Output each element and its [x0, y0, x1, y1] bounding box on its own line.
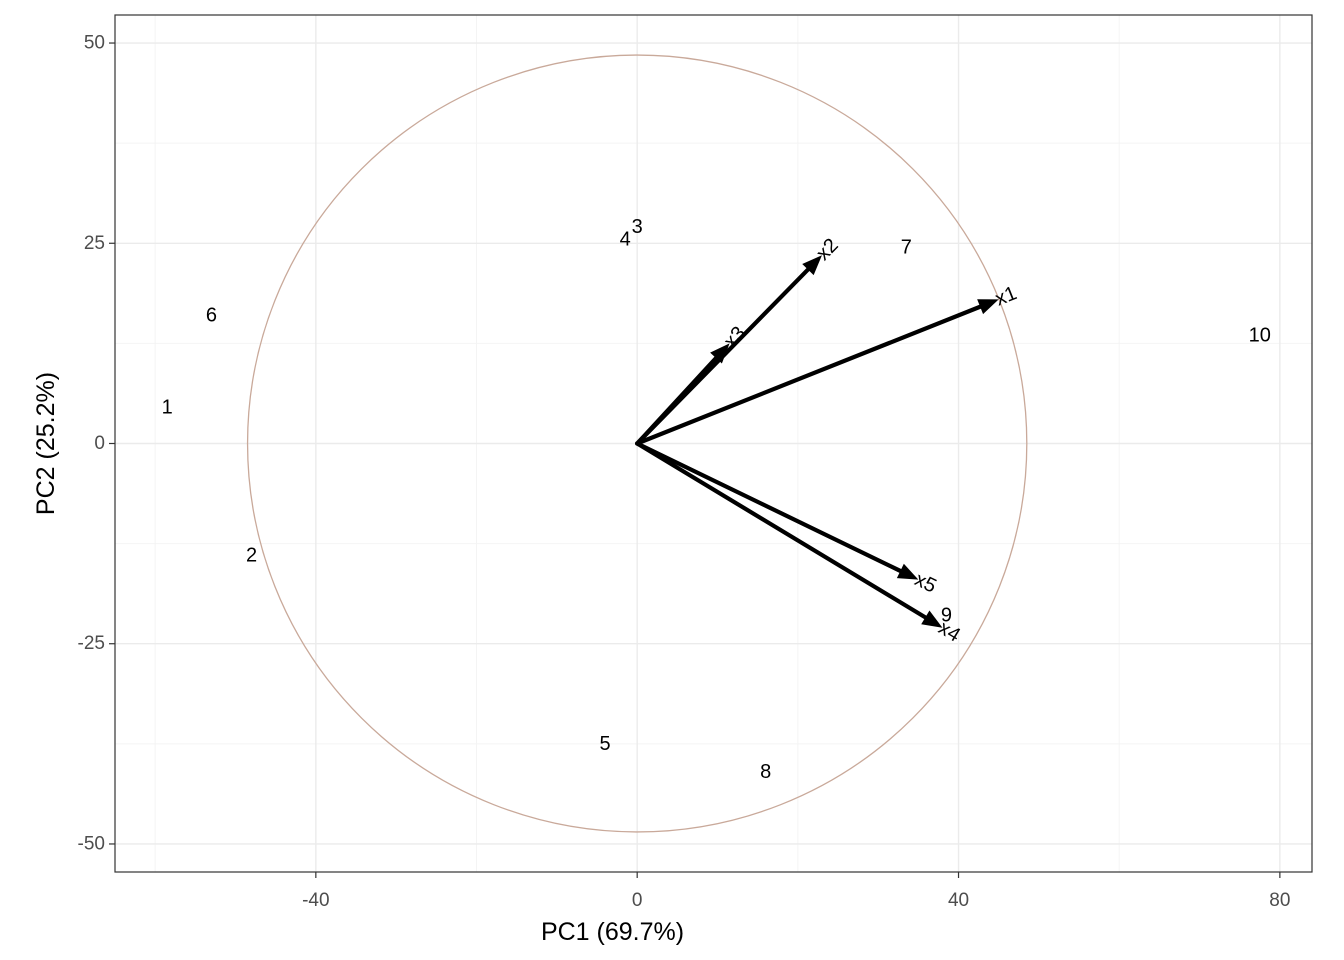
y-axis-ticks: -50 -25 0 25 50: [78, 33, 115, 854]
y-tick-label: -25: [78, 633, 105, 654]
observation-label: 3: [632, 216, 643, 238]
y-tick-label: 50: [84, 33, 105, 54]
y-axis-title: PC2 (25.2%): [32, 372, 60, 515]
x-tick-label: 0: [632, 890, 643, 911]
observation-label: 2: [246, 545, 257, 567]
y-tick-label: 0: [94, 433, 105, 454]
loading-arrowhead-x4: [921, 610, 943, 628]
x-axis-ticks: -40 0 40 80: [302, 872, 1290, 911]
loading-arrow-x5: [635, 441, 903, 574]
loading-label-x1: x1: [992, 282, 1020, 310]
observation-label: 6: [206, 304, 217, 326]
x-tick-label: -40: [302, 890, 329, 911]
loading-arrowhead-x5: [896, 563, 919, 580]
correlation-circle-layer: [246, 54, 1028, 833]
observation-label: 9: [941, 605, 952, 627]
x-axis-title: PC1 (69.7%): [541, 918, 684, 946]
observation-label: 7: [901, 236, 912, 258]
loading-arrowhead-x2: [802, 255, 822, 276]
loading-arrow-x1: [635, 304, 983, 446]
loading-label-x5: x5: [911, 569, 940, 598]
loading-arrow-x4: [635, 441, 928, 620]
observation-labels-layer: 1 2 34 5 6 7 8 9 10: [162, 216, 1271, 783]
x-tick-label: 40: [948, 890, 969, 911]
x-tick-label: 80: [1269, 890, 1290, 911]
major-gridlines: [115, 15, 1312, 872]
y-tick-label: 25: [84, 233, 105, 254]
observation-label: 8: [760, 761, 771, 783]
y-tick-label: -50: [78, 833, 105, 854]
observation-label: 1: [162, 396, 173, 418]
loading-arrowhead-x3: [710, 343, 730, 364]
observation-label: 5: [599, 733, 610, 755]
observation-label: 4: [620, 228, 631, 250]
minor-gridlines: [115, 15, 1312, 872]
correlation-circle: [246, 54, 1028, 833]
loading-arrow-x3: [635, 355, 719, 446]
loading-arrowhead-x1: [977, 299, 999, 315]
observation-label: 10: [1249, 324, 1271, 346]
